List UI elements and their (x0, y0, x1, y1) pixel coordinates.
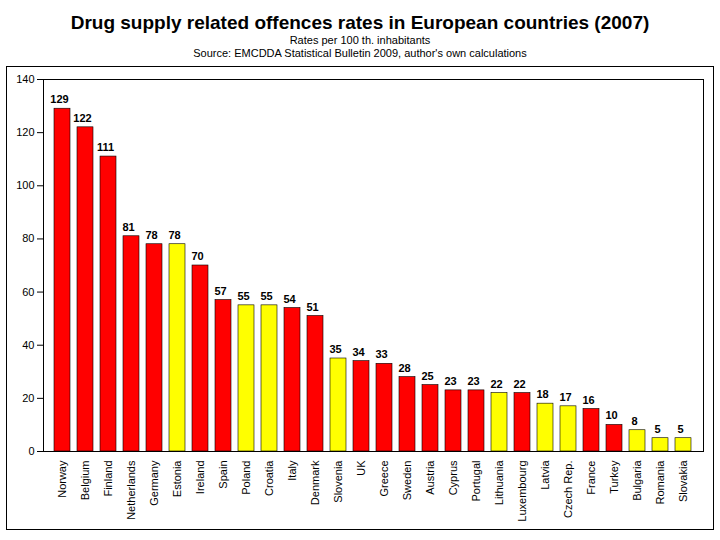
svg-text:22: 22 (513, 378, 525, 390)
svg-text:35: 35 (329, 343, 341, 355)
svg-text:Denmark: Denmark (309, 460, 321, 505)
svg-text:33: 33 (375, 348, 387, 360)
svg-text:Poland: Poland (240, 461, 252, 495)
svg-text:120: 120 (16, 126, 34, 138)
svg-text:Bulgaria: Bulgaria (631, 460, 643, 501)
svg-text:Czech Rep.: Czech Rep. (562, 461, 574, 518)
svg-text:Ireland: Ireland (194, 461, 206, 495)
svg-text:10: 10 (605, 409, 617, 421)
svg-text:Greece: Greece (378, 461, 390, 497)
html-text:Source: EMCDDA Statistical Bul: Source: EMCDDA Statistical Bulletin 2009… (193, 47, 527, 59)
svg-text:Turkey: Turkey (608, 460, 620, 494)
svg-text:111: 111 (97, 141, 114, 153)
svg-text:17: 17 (559, 391, 571, 403)
svg-text:8: 8 (631, 415, 637, 427)
svg-text:Cyprus: Cyprus (447, 460, 459, 495)
svg-text:78: 78 (168, 229, 180, 241)
svg-text:Austria: Austria (424, 460, 436, 495)
svg-text:80: 80 (22, 232, 34, 244)
svg-text:23: 23 (467, 375, 479, 387)
svg-text:Portugal: Portugal (470, 461, 482, 502)
svg-text:Belgium: Belgium (79, 461, 91, 501)
svg-text:129: 129 (50, 93, 68, 105)
svg-text:70: 70 (191, 250, 203, 262)
svg-text:55: 55 (260, 290, 272, 302)
svg-text:28: 28 (398, 362, 410, 374)
svg-text:France: France (585, 461, 597, 495)
svg-text:20: 20 (22, 392, 34, 404)
svg-text:5: 5 (677, 423, 683, 435)
svg-text:Sweden: Sweden (401, 461, 413, 501)
svg-text:5: 5 (654, 423, 660, 435)
svg-text:Romania: Romania (654, 460, 666, 505)
svg-text:0: 0 (28, 445, 34, 457)
svg-text:Spain: Spain (217, 461, 229, 489)
svg-text:Italy: Italy (286, 460, 298, 481)
svg-text:Lithuania: Lithuania (493, 460, 505, 506)
svg-text:54: 54 (283, 293, 296, 305)
svg-text:55: 55 (237, 290, 249, 302)
svg-text:81: 81 (122, 221, 134, 233)
svg-text:Norway: Norway (56, 460, 68, 498)
svg-text:122: 122 (73, 112, 91, 124)
svg-text:100: 100 (16, 179, 34, 191)
svg-text:Croatia: Croatia (263, 460, 275, 496)
svg-text:Estonia: Estonia (171, 460, 183, 498)
svg-text:Slovakia: Slovakia (677, 460, 689, 502)
html-text:Rates per 100 th. inhabitants: Rates per 100 th. inhabitants (289, 34, 431, 46)
svg-text:25: 25 (421, 370, 433, 382)
svg-text:Slovenia: Slovenia (332, 460, 344, 503)
svg-text:Latvia: Latvia (539, 460, 551, 490)
svg-text:Finland: Finland (102, 461, 114, 497)
svg-text:140: 140 (16, 73, 34, 85)
svg-text:78: 78 (145, 229, 157, 241)
svg-text:UK: UK (355, 460, 367, 476)
svg-text:22: 22 (490, 378, 502, 390)
svg-text:34: 34 (352, 346, 365, 358)
svg-text:51: 51 (306, 301, 318, 313)
svg-text:57: 57 (214, 285, 226, 297)
svg-text:Germany: Germany (148, 460, 160, 506)
html-text:Drug supply related offences r: Drug supply related offences rates in Eu… (70, 12, 650, 33)
svg-text:18: 18 (536, 388, 548, 400)
svg-text:23: 23 (444, 375, 456, 387)
svg-text:Luxembourg: Luxembourg (516, 461, 528, 522)
svg-text:40: 40 (22, 339, 34, 351)
svg-text:60: 60 (22, 286, 34, 298)
svg-text:16: 16 (582, 394, 594, 406)
svg-text:Netherlands: Netherlands (125, 460, 137, 520)
